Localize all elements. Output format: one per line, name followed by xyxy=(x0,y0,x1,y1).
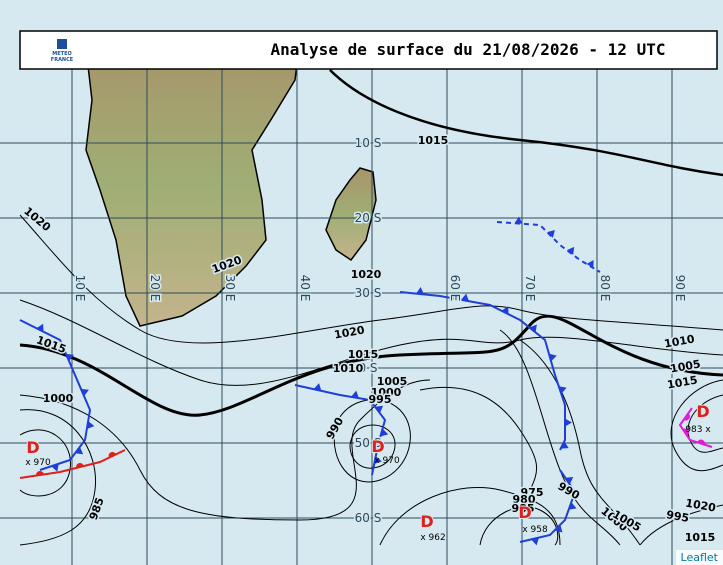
isobar-label: 980 xyxy=(513,493,536,506)
isobar-label: 1000 xyxy=(43,392,74,405)
front-triangle xyxy=(501,306,509,315)
title: Analyse de surface du 21/08/2026 - 12 UT… xyxy=(271,40,666,59)
lat-label: 50 S xyxy=(355,436,382,450)
lat-label: 0 S xyxy=(358,361,377,375)
front-triangle xyxy=(565,418,572,427)
front-triangle xyxy=(374,456,382,464)
front-line xyxy=(496,221,601,273)
front-triangle xyxy=(65,353,74,362)
africa xyxy=(84,39,301,327)
front-triangle xyxy=(80,388,89,397)
front-semicircle xyxy=(76,463,84,468)
front-triangle xyxy=(86,421,95,429)
front-triangle xyxy=(531,537,539,546)
lon-label: 60 E xyxy=(448,275,462,302)
front-triangle xyxy=(461,293,469,302)
isobar-label: 985 xyxy=(512,502,535,515)
fronts xyxy=(19,216,713,546)
low-label: 983 x xyxy=(685,425,711,435)
isobar-label: 990 xyxy=(324,415,347,442)
isobar-label: 1010 xyxy=(663,332,696,350)
low-symbol: D xyxy=(26,438,39,457)
lat-label: 30 S xyxy=(355,286,382,300)
front-triangle xyxy=(375,405,384,414)
title-box xyxy=(19,30,718,70)
low-label: x 970 xyxy=(25,458,51,468)
front-triangle xyxy=(565,477,574,485)
front-triangle xyxy=(380,428,389,437)
lat-label: 20 S xyxy=(355,211,382,225)
low-symbol: D xyxy=(696,402,709,421)
front-triangle xyxy=(547,230,555,238)
low-symbol: D xyxy=(518,503,531,522)
isobar-label: 1015 xyxy=(666,373,698,391)
logo-text: FRANCE xyxy=(51,57,74,63)
isobar-label: 1015 xyxy=(348,348,379,361)
front-triangle xyxy=(554,524,563,533)
lon-label: 70 E xyxy=(523,275,537,302)
front-triangle xyxy=(51,463,59,472)
isobar-1015 xyxy=(19,314,723,417)
lon-label: 90 E xyxy=(673,275,687,302)
isobar-label: 1005 xyxy=(610,508,643,535)
lon-label: 80 E xyxy=(598,275,612,302)
front-triangle xyxy=(558,386,567,394)
lat-label: 10 S xyxy=(355,136,382,150)
isobar-label: 975 xyxy=(521,486,544,499)
low-symbol: D xyxy=(420,512,433,531)
front-triangle xyxy=(416,287,424,295)
front-semicircle xyxy=(683,413,690,421)
isobar-label: 1000 xyxy=(371,386,402,399)
isobar-label: 1015 xyxy=(418,134,449,147)
isobar-label: 990 xyxy=(556,480,583,503)
low-label: x 970 xyxy=(374,456,400,466)
isobar-label: 995 xyxy=(665,508,690,525)
lat-label: 60 S xyxy=(355,511,382,525)
lon-label: 40 E xyxy=(298,275,312,302)
lon-label: 10 E xyxy=(73,275,87,302)
front-triangle xyxy=(351,390,359,399)
lon-label: 20 E xyxy=(148,275,162,302)
isobar-label: 995 xyxy=(369,393,392,406)
isobar-label: 1015 xyxy=(35,333,68,356)
low-symbol: D xyxy=(371,437,384,456)
low-label: x 962 xyxy=(420,533,445,543)
front-semicircle xyxy=(682,428,689,436)
lon-label: 30 E xyxy=(223,275,237,302)
isobar-label: 1015 xyxy=(685,531,716,544)
front-triangle xyxy=(75,446,84,455)
isobar-label: 1005 xyxy=(377,375,408,388)
front-triangle xyxy=(529,324,537,333)
front-triangle xyxy=(586,259,594,269)
front-triangle xyxy=(566,246,575,255)
attribution[interactable]: Leaflet xyxy=(675,550,723,565)
isobar-label: 1010 xyxy=(333,362,364,375)
front-semicircle xyxy=(36,471,44,476)
front-semicircle xyxy=(697,439,705,445)
low-label: x 958 xyxy=(522,525,548,535)
front-triangle xyxy=(548,353,557,362)
front-triangle xyxy=(568,502,577,510)
front-triangle xyxy=(560,441,569,449)
front-line xyxy=(19,319,92,471)
front-line xyxy=(399,291,566,451)
front-triangle xyxy=(36,323,44,332)
isobar-label: 1020 xyxy=(21,204,53,234)
isobar-label: 1020 xyxy=(351,268,382,281)
madagascar xyxy=(325,167,377,262)
front-semicircle xyxy=(108,452,117,458)
logo-text: METEO xyxy=(52,51,71,57)
isobar-1015-north xyxy=(329,69,723,177)
front-triangle xyxy=(313,383,322,391)
front-triangle xyxy=(514,216,523,224)
front-line xyxy=(519,469,577,543)
logo-icon xyxy=(57,39,67,49)
